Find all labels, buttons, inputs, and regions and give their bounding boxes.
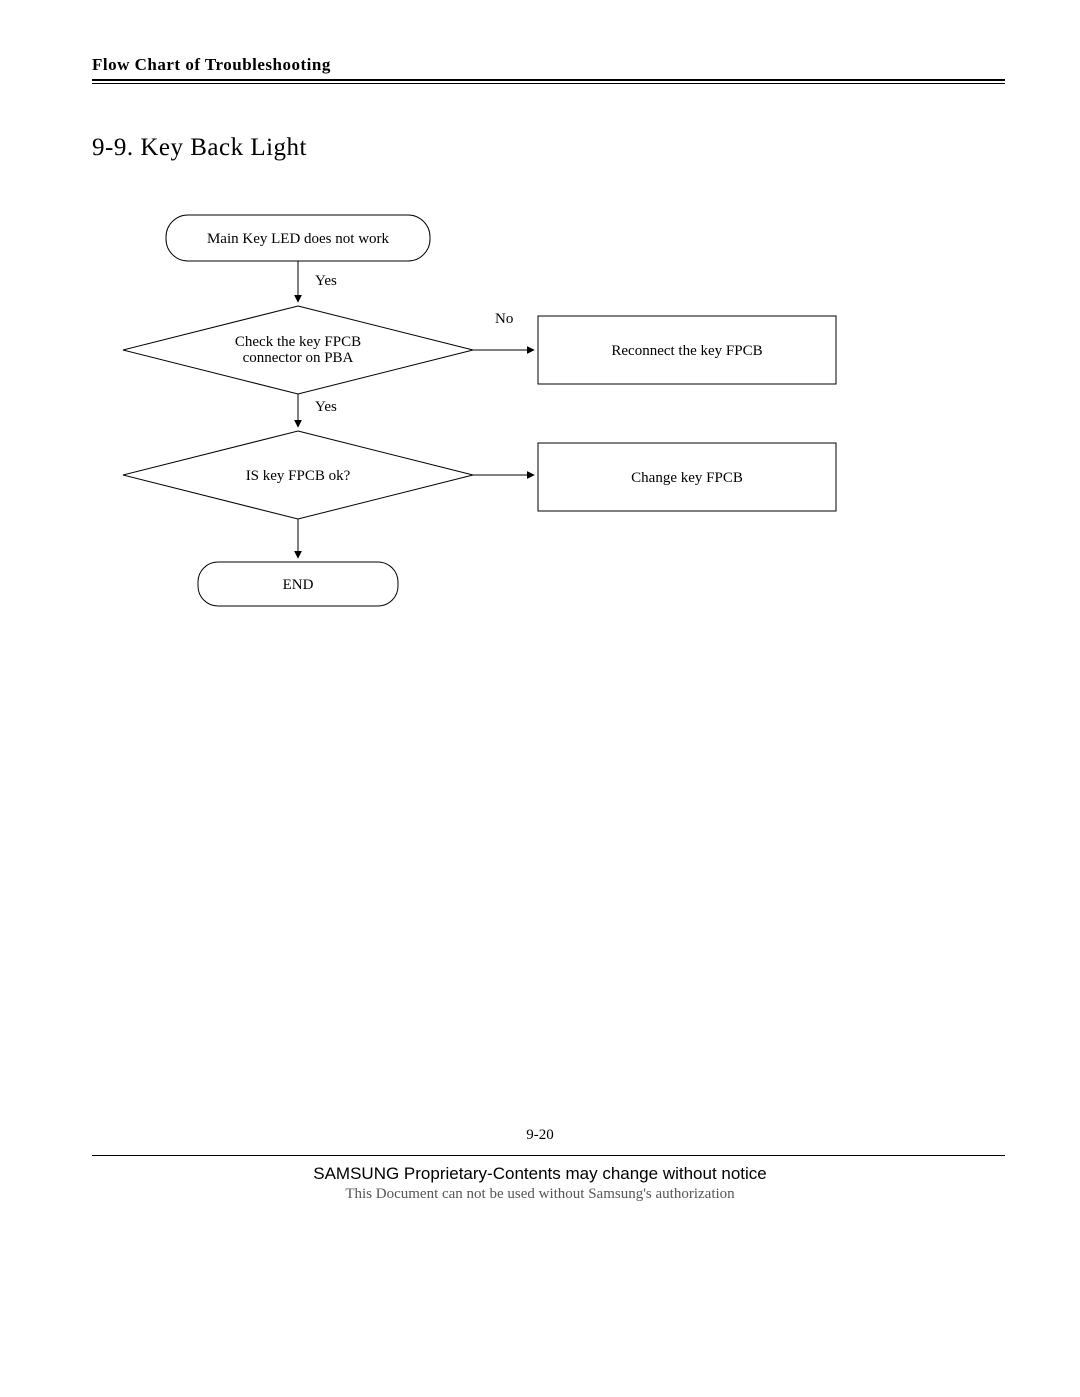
page: Flow Chart of Troubleshooting 9-9. Key B… bbox=[0, 0, 1080, 1397]
edge-dec1-dec2-label: Yes bbox=[315, 399, 337, 415]
footer-rule bbox=[92, 1155, 1005, 1156]
node-act1-label: Reconnect the key FPCB bbox=[611, 343, 762, 359]
page-number: 9-20 bbox=[0, 1127, 1080, 1144]
edge-start-dec1-label: Yes bbox=[315, 273, 337, 289]
footer-line-2: This Document can not be used without Sa… bbox=[0, 1186, 1080, 1203]
node-dec1-label1: Check the key FPCB bbox=[235, 334, 361, 350]
node-start-label: Main Key LED does not work bbox=[207, 231, 390, 247]
node-dec2-label: IS key FPCB ok? bbox=[246, 468, 351, 484]
footer-line-1: SAMSUNG Proprietary-Contents may change … bbox=[0, 1164, 1080, 1184]
node-dec1-label2: connector on PBA bbox=[243, 350, 354, 366]
node-end-label: END bbox=[283, 577, 314, 593]
edge-dec1-act1-label: No bbox=[495, 311, 513, 327]
node-act2-label: Change key FPCB bbox=[631, 470, 743, 486]
